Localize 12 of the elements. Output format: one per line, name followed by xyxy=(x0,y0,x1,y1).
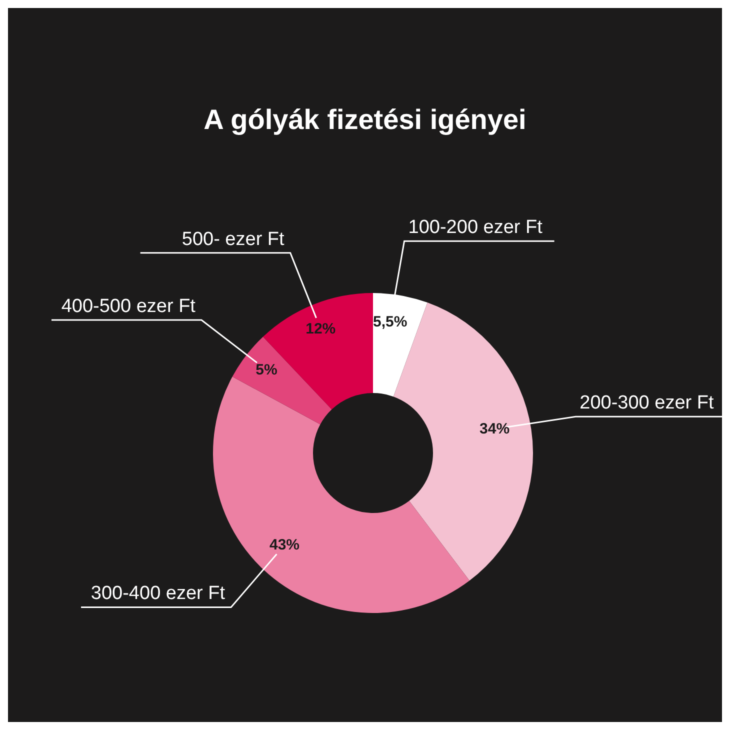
data-label: 12% xyxy=(306,320,336,338)
chart-title: A gólyák fizetési igényei xyxy=(202,104,528,136)
donut-slice xyxy=(232,336,332,424)
slice-label: 100-200 ezer Ft xyxy=(408,217,544,238)
slice-label: 500- ezer Ft xyxy=(182,228,286,250)
data-label: 43% xyxy=(270,536,300,554)
slice-label: 200-300 ezer Ft xyxy=(580,392,714,414)
slice-label: 300-400 ezer Ft xyxy=(90,583,226,604)
data-label: 34% xyxy=(480,420,510,438)
slice-label: 400-500 ezer Ft xyxy=(61,296,196,318)
data-label: 5,5% xyxy=(373,313,408,330)
data-label: 5% xyxy=(256,362,278,379)
